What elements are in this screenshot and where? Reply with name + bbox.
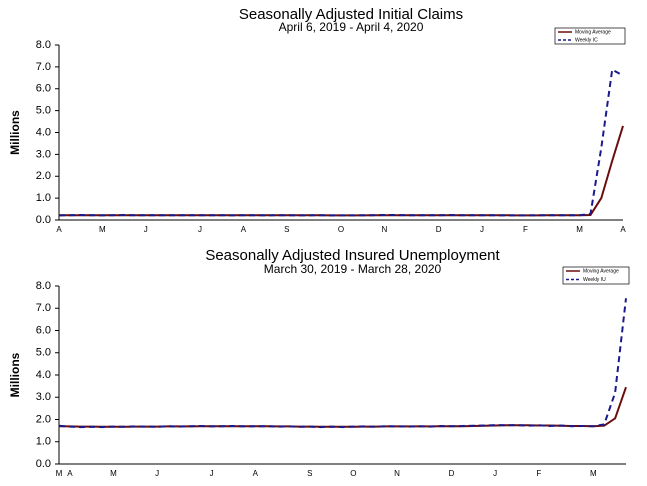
y-tick-label: 2.0 [36, 413, 51, 425]
legend-label: Moving Average [583, 268, 619, 274]
series-line [59, 125, 624, 217]
y-tick-label: 8.0 [36, 280, 51, 292]
legend-label: Weekly IC [575, 37, 598, 43]
x-tick-label: J [480, 225, 484, 234]
x-tick-label: J [210, 469, 214, 478]
y-tick-label: 1.0 [36, 436, 51, 448]
y-tick-label: 4.0 [36, 126, 51, 138]
x-tick-label: A [67, 469, 73, 478]
y-tick-label: 6.0 [36, 324, 51, 336]
y-tick-label: 2.0 [36, 170, 51, 182]
chart-title: Seasonally Adjusted Initial Claims [239, 6, 463, 23]
x-tick-label: O [338, 225, 344, 234]
y-tick-label: 7.0 [36, 61, 51, 73]
x-tick-label: J [493, 469, 497, 478]
x-tick-label: A [620, 225, 626, 234]
y-tick-label: 5.0 [36, 347, 51, 359]
y-tick-label: 8.0 [36, 39, 51, 51]
x-tick-label: A [56, 225, 62, 234]
y-tick-label: 0.0 [36, 214, 51, 226]
x-tick-label: F [523, 225, 528, 234]
x-tick-label: J [155, 469, 159, 478]
x-tick-label: M [576, 225, 583, 234]
x-tick-label: M [56, 469, 63, 478]
y-tick-label: 6.0 [36, 83, 51, 95]
legend-label: Weekly IU [583, 277, 606, 283]
x-tick-label: A [241, 225, 247, 234]
x-tick-label: N [394, 469, 400, 478]
series-line [58, 386, 627, 428]
series-line [58, 68, 624, 217]
x-tick-label: S [307, 469, 312, 478]
x-tick-label: M [590, 469, 597, 478]
series-line [58, 298, 627, 429]
x-tick-label: A [253, 469, 259, 478]
y-tick-label: 0.0 [36, 458, 51, 470]
x-tick-label: O [350, 469, 356, 478]
legend-label: Moving Average [575, 29, 611, 35]
y-tick-label: 3.0 [36, 148, 51, 160]
legend-box [554, 27, 626, 45]
y-tick-label: 5.0 [36, 105, 51, 117]
y-tick-label: 1.0 [36, 192, 51, 204]
chart-subtitle: April 6, 2019 - April 4, 2020 [279, 20, 424, 34]
x-tick-label: F [536, 469, 541, 478]
y-tick-label: 4.0 [36, 369, 51, 381]
x-tick-label: J [198, 225, 202, 234]
x-tick-label: N [381, 225, 387, 234]
y-tick-label: 7.0 [36, 302, 51, 314]
y-axis-label: Millions [8, 110, 22, 155]
x-tick-label: D [436, 225, 442, 234]
x-tick-label: S [284, 225, 289, 234]
x-tick-label: J [144, 225, 148, 234]
y-tick-label: 3.0 [36, 391, 51, 403]
chart-title: Seasonally Adjusted Insured Unemployment [205, 247, 500, 264]
x-tick-label: D [449, 469, 455, 478]
chart-subtitle: March 30, 2019 - March 28, 2020 [264, 262, 442, 276]
x-tick-label: M [99, 225, 106, 234]
x-tick-label: M [110, 469, 117, 478]
y-axis-label: Millions [8, 352, 22, 397]
